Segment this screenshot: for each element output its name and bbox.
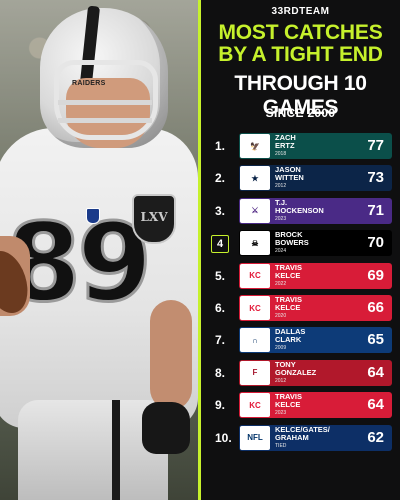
eagles-logo-icon: 🦅 bbox=[240, 134, 270, 158]
player-photo: 89 LXV RAIDERS bbox=[0, 0, 198, 500]
player-name-line-2: WITTEN bbox=[275, 173, 304, 183]
season-year: 2012 bbox=[275, 377, 287, 384]
season-year: 2023 bbox=[275, 215, 287, 222]
pants-stripe bbox=[112, 400, 120, 500]
player-name-line-1: ZACH bbox=[275, 133, 296, 142]
player-name: T.J. HOCKENSON bbox=[275, 197, 324, 215]
ranking-row: ⚔ T.J. HOCKENSON 2023 71 bbox=[239, 197, 392, 224]
player-name-line-1: DALLAS bbox=[275, 327, 306, 337]
rank-number: 5. bbox=[215, 268, 226, 283]
ranking-row: KC TRAVIS KELCE 2023 64 bbox=[239, 392, 392, 419]
season-year: TIED bbox=[275, 442, 287, 449]
vikings-logo-icon: ⚔ bbox=[240, 198, 270, 223]
chiefs-logo-icon: KC bbox=[240, 263, 270, 288]
player-name: BROCK BOWERS bbox=[275, 231, 309, 247]
player-name-line-2: CLARK bbox=[275, 335, 302, 345]
raiders-logo-icon: ☠ bbox=[240, 231, 270, 256]
glove bbox=[142, 402, 190, 454]
catches-value: 71 bbox=[367, 201, 384, 219]
facemask-bar bbox=[58, 118, 152, 123]
player-name-line-2: GRAHAM bbox=[275, 432, 309, 442]
facemask bbox=[54, 60, 158, 140]
colts-logo-icon: ∩ bbox=[240, 328, 270, 353]
player-name-line-2: KELCE bbox=[275, 303, 301, 312]
rank-number: 3. bbox=[215, 203, 226, 218]
player-name-line-1: T.J. bbox=[275, 197, 288, 207]
season-year: 2018 bbox=[275, 151, 287, 157]
catches-value: 65 bbox=[367, 331, 384, 349]
rank-number: 7. bbox=[215, 333, 226, 348]
chiefs-logo-icon: KC bbox=[240, 296, 270, 320]
nfl-logo-icon: NFL bbox=[240, 425, 270, 450]
ranking-row: NFL KELCE/GATES/GRAHAM TIED 62 bbox=[239, 424, 392, 451]
player-name: ZACH ERTZ bbox=[275, 134, 296, 150]
season-year: 2009 bbox=[275, 345, 287, 352]
rank-number: 1. bbox=[215, 139, 226, 153]
raiders-shield-patch: LXV bbox=[132, 194, 176, 244]
rank-number: 9. bbox=[215, 398, 226, 413]
player-name: KELCE/GATES/GRAHAM bbox=[275, 424, 330, 442]
title-line-1: MOST CATCHES bbox=[218, 21, 383, 44]
ranking-row: F TONY GONZALEZ 2012 64 bbox=[239, 359, 392, 386]
rank-number: 8. bbox=[215, 365, 226, 380]
player-name-line-2: ERTZ bbox=[275, 141, 295, 150]
player-name: TRAVIS KELCE bbox=[275, 262, 302, 280]
catches-value: 73 bbox=[367, 169, 384, 187]
subtitle: SINCE 2000 bbox=[265, 106, 336, 120]
season-year: 2024 bbox=[275, 248, 287, 255]
nfl-patch-icon bbox=[86, 208, 100, 224]
catches-value: 77 bbox=[367, 137, 384, 154]
player-name: TRAVIS KELCE bbox=[275, 296, 302, 312]
player-name-line-2: KELCE bbox=[275, 270, 301, 280]
rank-number: 10. bbox=[215, 430, 232, 445]
ranking-row: KC TRAVIS KELCE 2020 66 bbox=[239, 295, 392, 321]
season-year: 2022 bbox=[275, 280, 287, 287]
ranking-row: 🦅 ZACH ERTZ 2018 77 bbox=[239, 133, 392, 159]
season-year: 2012 bbox=[275, 183, 287, 190]
player-name-line-2: BOWERS bbox=[275, 238, 309, 248]
title-line-3: THROUGH 10 GAMES bbox=[234, 72, 367, 119]
catches-value: 62 bbox=[367, 428, 384, 446]
season-year: 2023 bbox=[275, 410, 287, 417]
rank-number: 6. bbox=[215, 301, 226, 315]
catches-value: 70 bbox=[367, 234, 384, 252]
player-name-line-1: JASON bbox=[275, 165, 301, 175]
player-name-line-1: TONY bbox=[275, 359, 296, 369]
player-name: DALLAS CLARK bbox=[275, 328, 305, 344]
accent-divider bbox=[198, 0, 201, 500]
cowboys-logo-icon: ★ bbox=[240, 166, 270, 191]
title-line-2: BY A TIGHT END bbox=[218, 43, 383, 66]
ranking-row: ∩ DALLAS CLARK 2009 65 bbox=[239, 327, 392, 354]
player-name-line-1: TRAVIS bbox=[275, 392, 302, 402]
ranking-row: ☠ BROCK BOWERS 2024 70 bbox=[239, 230, 392, 257]
player-name-line-2: GONZALEZ bbox=[275, 367, 317, 377]
season-year: 2020 bbox=[275, 313, 287, 319]
catches-value: 69 bbox=[367, 266, 384, 284]
player-name-line-2: KELCE bbox=[275, 400, 301, 410]
ranking-row: KC TRAVIS KELCE 2022 69 bbox=[239, 262, 392, 289]
player-name: JASON WITTEN bbox=[275, 166, 304, 182]
ranking-row: ★ JASON WITTEN 2012 73 bbox=[239, 165, 392, 192]
rankings-panel: 33RDTEAM MOST CATCHES BY A TIGHT END THR… bbox=[201, 0, 400, 500]
brand-logo: 33RDTEAM bbox=[271, 6, 330, 17]
helmet-text: RAIDERS bbox=[72, 80, 106, 87]
rank-number: 2. bbox=[215, 171, 226, 186]
catches-value: 64 bbox=[367, 363, 384, 381]
player-name-line-1: TRAVIS bbox=[275, 262, 302, 272]
facemask-bar bbox=[58, 100, 152, 105]
player-name: TRAVIS KELCE bbox=[275, 393, 302, 409]
catches-value: 66 bbox=[367, 299, 384, 316]
right-arm bbox=[150, 300, 192, 410]
chiefs-logo-icon: KC bbox=[240, 393, 270, 418]
player-name-line-2: HOCKENSON bbox=[275, 205, 324, 215]
rank-number: 4 bbox=[211, 235, 229, 254]
player-name-line-1: KELCE/GATES/ bbox=[275, 424, 330, 434]
catches-value: 64 bbox=[367, 396, 384, 414]
falcons-logo-icon: F bbox=[240, 360, 270, 385]
player-name-line-1: TRAVIS bbox=[275, 295, 302, 304]
player-name: TONY GONZALEZ bbox=[275, 359, 317, 377]
player-name-line-1: BROCK bbox=[275, 230, 303, 240]
